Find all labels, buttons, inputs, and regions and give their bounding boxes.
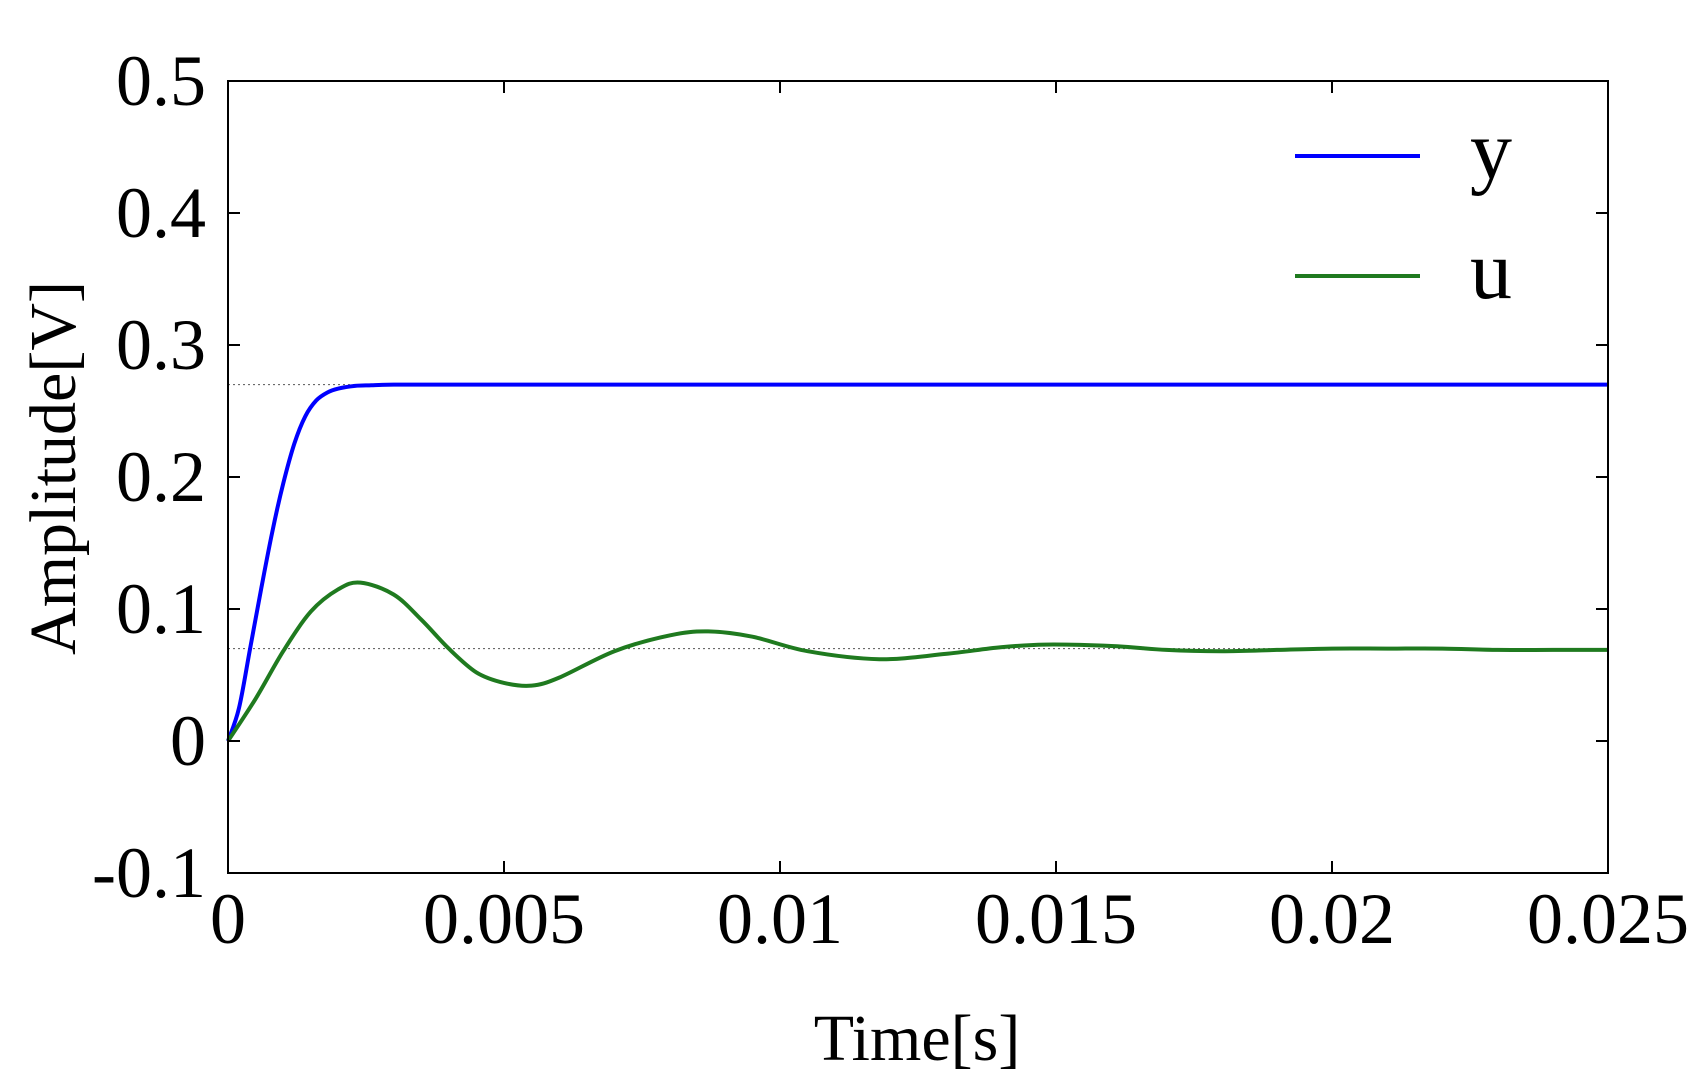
legend: yu <box>1295 104 1512 317</box>
y-tick-label: 0.4 <box>116 173 206 253</box>
plot-area-frame <box>227 80 1609 874</box>
x-tick-label: 0 <box>210 879 246 959</box>
x-tick-label: 0.025 <box>1527 879 1689 959</box>
series-layer <box>226 382 1608 743</box>
legend-label-y: y <box>1470 104 1512 197</box>
legend-label-u: u <box>1470 224 1512 317</box>
y-tick-label: 0.3 <box>116 305 206 385</box>
y-axis-title: Amplitude[V] <box>17 281 90 655</box>
y-axis-tick-labels: -0.1 0 0.1 0.2 0.3 0.4 0.5 <box>92 41 206 913</box>
y-tick-label: 0.2 <box>116 437 206 517</box>
x-axis-ticks <box>227 81 1609 873</box>
series-line-u <box>226 580 1608 743</box>
y-tick-label: -0.1 <box>92 833 206 913</box>
x-tick-label: 0.02 <box>1269 879 1395 959</box>
reference-lines <box>228 384 1608 650</box>
x-tick-label: 0.015 <box>975 879 1137 959</box>
x-tick-label: 0.01 <box>717 879 843 959</box>
x-axis-title: Time[s] <box>814 1002 1021 1075</box>
y-tick-label: 0.1 <box>116 569 206 649</box>
y-tick-label: 0 <box>170 701 206 781</box>
y-tick-label: 0.5 <box>116 41 206 121</box>
x-axis-tick-labels: 0 0.005 0.01 0.015 0.02 0.025 <box>210 879 1689 959</box>
x-tick-label: 0.005 <box>423 879 585 959</box>
series-line-y <box>226 382 1608 742</box>
y-axis-ticks <box>228 80 1608 874</box>
